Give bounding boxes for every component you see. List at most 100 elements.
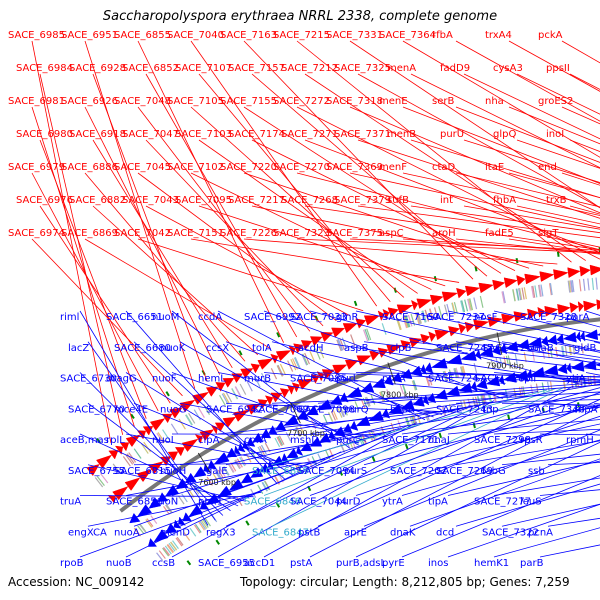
category-strip-outer bbox=[341, 337, 348, 350]
inner-green-tick bbox=[542, 407, 545, 413]
forward-gene-arrow bbox=[342, 323, 358, 334]
category-strip-inner bbox=[348, 439, 354, 450]
forward-gene-arrow bbox=[377, 347, 389, 358]
forward-connector bbox=[31, 40, 112, 444]
forward-connector bbox=[190, 40, 378, 307]
category-strip-outer bbox=[96, 475, 105, 486]
forward-connector bbox=[145, 73, 298, 338]
category-strip-mid bbox=[163, 505, 170, 515]
reverse-connector bbox=[133, 402, 301, 472]
reverse-connector bbox=[493, 527, 600, 558]
reverse-connector bbox=[125, 310, 278, 484]
category-strip-outer bbox=[221, 393, 229, 405]
category-strip-inner bbox=[166, 544, 174, 554]
reverse-connector bbox=[179, 431, 392, 466]
highlighted-gene-label: SACE_6846 bbox=[244, 497, 301, 508]
forward-gene-arrow bbox=[96, 454, 113, 469]
reverse-connector bbox=[225, 406, 469, 466]
reverse-gene-label: tolA bbox=[252, 343, 272, 354]
forward-gene-arrow bbox=[410, 299, 419, 311]
category-strip-mid bbox=[364, 397, 370, 407]
reverse-connector bbox=[87, 341, 216, 521]
reverse-gene-label: nuoK bbox=[160, 343, 186, 354]
category-strip-inner bbox=[162, 547, 170, 556]
forward-gene-label: SACE_7157 bbox=[228, 63, 285, 74]
forward-gene-label: SACE_7272 bbox=[273, 96, 330, 107]
forward-gene-arrow bbox=[473, 319, 490, 331]
forward-gene-arrow bbox=[174, 447, 185, 457]
category-strip-outer bbox=[188, 412, 196, 424]
reverse-gene-label: hemK1 bbox=[474, 558, 509, 569]
category-strip-outer bbox=[429, 308, 434, 321]
category-strip-mid bbox=[165, 504, 173, 513]
forward-gene-arrow bbox=[478, 282, 494, 294]
reverse-gene-label: galE bbox=[206, 466, 228, 477]
forward-gene-label: fhbA bbox=[493, 195, 516, 206]
category-strip-mid bbox=[239, 456, 246, 467]
reverse-connector bbox=[263, 310, 504, 399]
reverse-connector bbox=[225, 402, 451, 413]
reverse-connector bbox=[125, 458, 325, 496]
forward-gene-label: SACE_7331 bbox=[326, 30, 383, 41]
reverse-connector bbox=[309, 406, 600, 558]
reverse-connector bbox=[493, 372, 600, 383]
category-strip-outer bbox=[287, 360, 294, 372]
category-strip-mid bbox=[564, 345, 568, 356]
category-strip-outer bbox=[578, 279, 582, 292]
reverse-gene-label: ytjA bbox=[566, 374, 586, 385]
category-strip-mid bbox=[227, 463, 235, 473]
reverse-gene-label: SACE_6680 bbox=[114, 343, 171, 354]
reverse-gene-label: fabG bbox=[482, 466, 506, 477]
category-strip-outer bbox=[595, 277, 598, 290]
forward-gene-arrow bbox=[320, 332, 334, 342]
inner-green-tick bbox=[404, 443, 409, 450]
forward-gene-label: menA bbox=[387, 63, 416, 74]
category-strip-inner bbox=[193, 524, 201, 534]
category-strip-outer bbox=[234, 386, 242, 398]
category-strip-outer bbox=[532, 285, 536, 298]
reverse-connector bbox=[309, 310, 583, 386]
category-strip-outer bbox=[279, 363, 287, 376]
category-strip-outer bbox=[570, 280, 574, 293]
reverse-gene-label: aspB bbox=[344, 343, 369, 354]
reverse-connector bbox=[179, 402, 375, 439]
forward-gene-arrow bbox=[194, 434, 203, 444]
forward-gene-arrow bbox=[300, 340, 313, 351]
forward-connector bbox=[304, 139, 600, 253]
category-strip-inner bbox=[162, 547, 170, 557]
outer-green-tick bbox=[238, 350, 243, 356]
forward-gene-label: SACE_7371 bbox=[334, 129, 391, 140]
forward-gene-label: ppsII bbox=[546, 63, 570, 74]
category-strip-outer bbox=[309, 350, 316, 363]
category-strip-outer bbox=[261, 372, 268, 385]
forward-gene-label: SACE_7323 bbox=[273, 228, 330, 239]
category-strip-mid bbox=[219, 468, 226, 478]
forward-connector bbox=[198, 73, 391, 302]
forward-gene-arrow bbox=[596, 299, 600, 311]
reverse-gene-label: truA bbox=[60, 497, 81, 508]
forward-gene-label: trxA4 bbox=[485, 30, 512, 41]
reverse-gene-label: accD1 bbox=[244, 558, 275, 569]
reverse-gene-label: hemL bbox=[198, 374, 226, 385]
reverse-gene-arrow bbox=[575, 330, 582, 343]
forward-gene-label: end bbox=[538, 162, 557, 173]
reverse-connector bbox=[447, 419, 600, 435]
forward-gene-label: SACE_7155 bbox=[220, 96, 277, 107]
category-strip-inner bbox=[199, 520, 207, 530]
category-strip-inner bbox=[583, 376, 587, 387]
category-strip-inner bbox=[156, 552, 164, 561]
forward-gene-label: SACE_6981 bbox=[8, 96, 65, 107]
reverse-connector bbox=[317, 382, 600, 404]
reverse-gene-label: cprA bbox=[244, 435, 267, 446]
forward-connector bbox=[402, 172, 600, 216]
category-strip-outer bbox=[239, 383, 247, 395]
kbp-label: 7700 kbp bbox=[287, 429, 325, 438]
category-strip-inner bbox=[198, 521, 205, 531]
category-strip-mid bbox=[299, 425, 305, 435]
forward-gene-label: SACE_6886 bbox=[61, 162, 118, 173]
category-strip-mid bbox=[444, 370, 449, 381]
category-strip-outer bbox=[100, 473, 109, 484]
category-strip-mid bbox=[215, 471, 222, 481]
kbp-tick bbox=[197, 452, 211, 473]
